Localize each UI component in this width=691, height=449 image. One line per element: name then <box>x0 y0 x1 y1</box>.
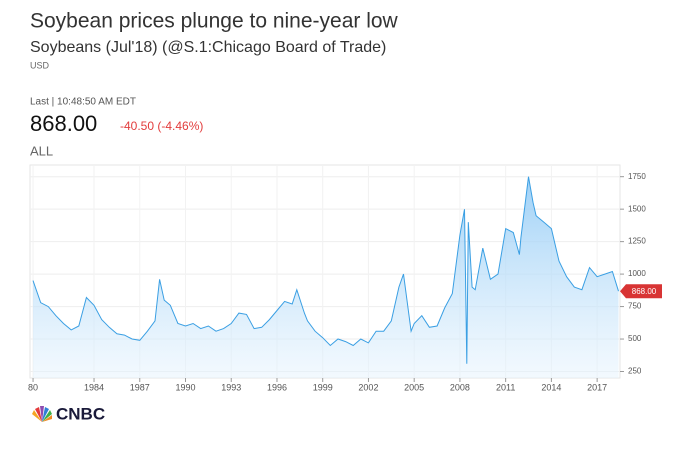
price: 868.00 <box>30 111 97 136</box>
subtitle: Soybeans (Jul'18) (@S.1:Chicago Board of… <box>30 39 386 56</box>
line <box>32 176 619 364</box>
x-tick-label: 1987 <box>130 382 150 392</box>
x-tick-label: 2011 <box>496 382 515 392</box>
x-tick-label: 2005 <box>404 382 424 392</box>
y-tick-label: 1500 <box>628 204 646 213</box>
x-tick-label: 1999 <box>313 382 333 392</box>
area <box>33 176 619 378</box>
currency: USD <box>30 60 50 70</box>
price-tag <box>620 284 662 299</box>
plot: 250 500 750 1000 1250 1500 1750 80 1984 1987 1990 1… <box>28 164 662 392</box>
x-tick-label: 1993 <box>221 382 241 392</box>
x-tick-label: 1996 <box>267 382 287 392</box>
x-tick-label: 80 <box>28 382 38 392</box>
y-tick-label: 1250 <box>628 237 646 246</box>
x-tick-label: 1990 <box>175 382 195 392</box>
x-tick-label: 2002 <box>358 382 378 392</box>
last-time: Last | 10:48:50 AM EDT <box>30 97 136 108</box>
y-tick-label: 1750 <box>628 172 646 181</box>
x-tick-label: 1984 <box>84 382 104 392</box>
price-tag-label: 868.00 <box>632 287 657 296</box>
x-tick-label: 2008 <box>450 382 470 392</box>
x-tick-label: 2014 <box>541 382 561 392</box>
logo: CNBC <box>56 404 105 423</box>
y-tick-label: 1000 <box>628 269 646 278</box>
range: ALL <box>30 143 53 158</box>
y-tick-label: 750 <box>628 302 642 311</box>
title: Soybean prices plunge to nine-year low <box>30 10 399 33</box>
y-tick-label: 250 <box>628 367 642 376</box>
change: -40.50 (-4.46%) <box>120 119 203 133</box>
y-tick-label: 500 <box>628 334 642 343</box>
x-tick-label: 2017 <box>587 382 607 392</box>
logo-mark <box>32 406 52 422</box>
